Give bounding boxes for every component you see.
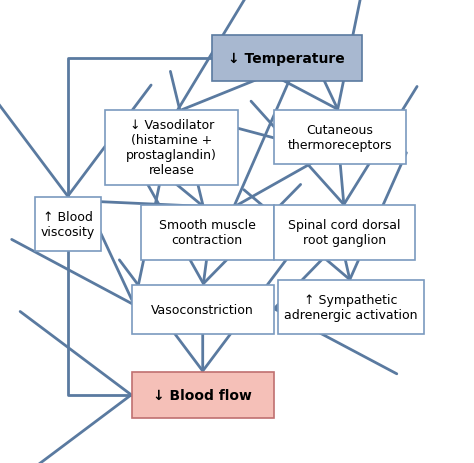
Text: ↓ Temperature: ↓ Temperature	[228, 51, 345, 65]
Text: Vasoconstriction: Vasoconstriction	[151, 303, 254, 316]
Text: ↑ Blood
viscosity: ↑ Blood viscosity	[41, 211, 95, 238]
Text: Smooth muscle
contraction: Smooth muscle contraction	[159, 219, 255, 247]
Text: ↓ Blood flow: ↓ Blood flow	[153, 388, 252, 402]
Text: Cutaneous
thermoreceptors: Cutaneous thermoreceptors	[288, 124, 392, 151]
FancyBboxPatch shape	[132, 285, 273, 335]
FancyBboxPatch shape	[35, 198, 101, 252]
Text: Spinal cord dorsal
root ganglion: Spinal cord dorsal root ganglion	[288, 219, 401, 247]
FancyBboxPatch shape	[132, 372, 273, 418]
FancyBboxPatch shape	[273, 206, 415, 260]
FancyBboxPatch shape	[273, 110, 406, 164]
Text: ↓ Vasodilator
(histamine +
prostaglandin)
release: ↓ Vasodilator (histamine + prostaglandin…	[126, 119, 217, 177]
FancyBboxPatch shape	[141, 206, 273, 260]
Text: ↑ Sympathetic
adrenergic activation: ↑ Sympathetic adrenergic activation	[284, 294, 418, 322]
FancyBboxPatch shape	[105, 110, 238, 185]
FancyBboxPatch shape	[278, 281, 424, 335]
FancyBboxPatch shape	[211, 36, 362, 81]
